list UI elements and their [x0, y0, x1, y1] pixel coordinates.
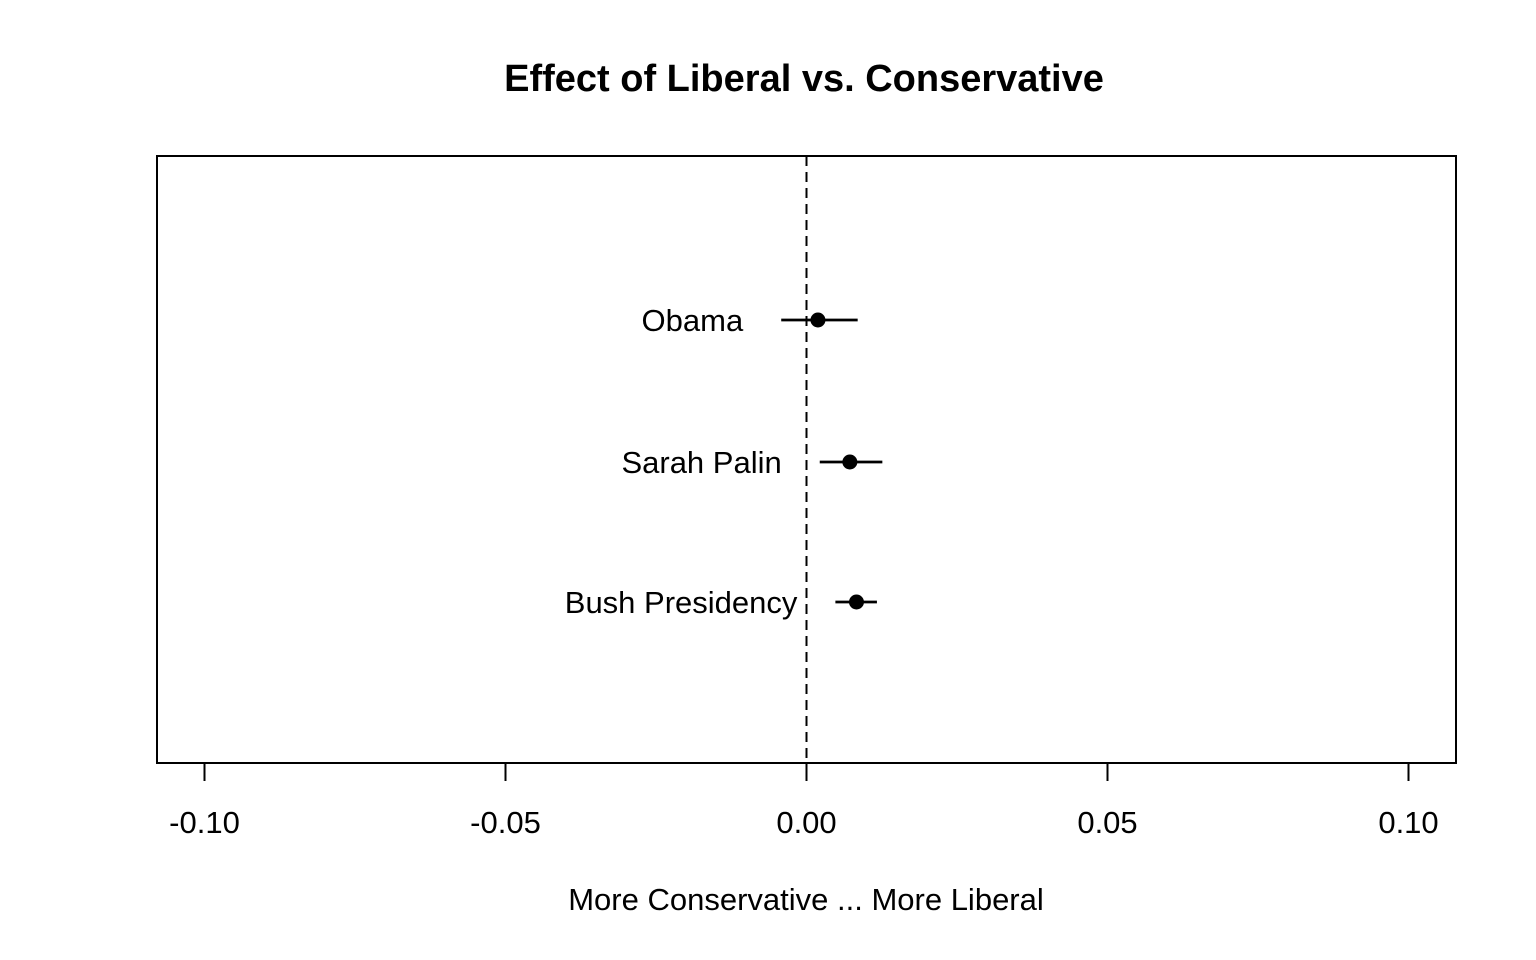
point-estimate: [842, 454, 858, 470]
point-estimate: [810, 312, 826, 328]
estimate-row: Bush Presidency: [565, 585, 877, 620]
estimate-row: Obama: [642, 303, 858, 338]
point-estimate: [848, 594, 864, 610]
estimate-row: Sarah Palin: [621, 445, 883, 480]
x-tick-label: 0.00: [776, 805, 836, 840]
x-tick-label: 0.10: [1378, 805, 1438, 840]
chart-title: Effect of Liberal vs. Conservative: [504, 58, 1104, 100]
row-label: Obama: [642, 303, 744, 338]
x-tick-label: -0.05: [470, 805, 541, 840]
x-tick-label: -0.10: [169, 805, 240, 840]
row-label: Bush Presidency: [565, 585, 798, 620]
x-tick-label: 0.05: [1077, 805, 1137, 840]
row-label: Sarah Palin: [621, 445, 781, 480]
x-axis-label: More Conservative ... More Liberal: [568, 882, 1044, 917]
x-axis: -0.10 -0.05 0.00 0.05 0.10: [169, 763, 1439, 840]
